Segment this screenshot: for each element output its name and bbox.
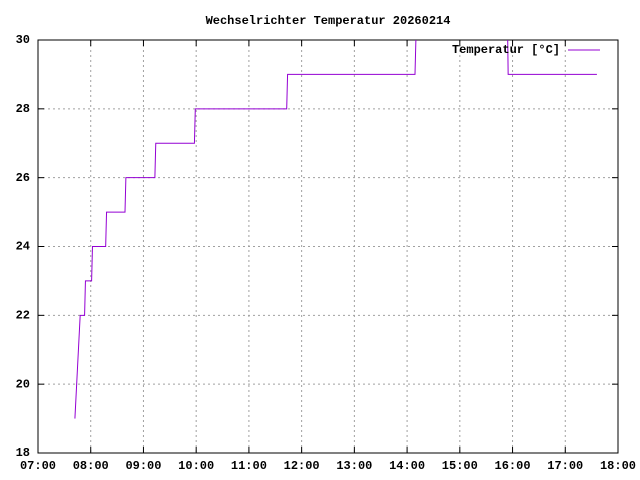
y-tick-label: 18 — [16, 446, 30, 460]
x-tick-label: 09:00 — [125, 459, 161, 473]
x-tick-label: 08:00 — [73, 459, 109, 473]
x-tick-label: 14:00 — [389, 459, 425, 473]
x-tick-label: 12:00 — [284, 459, 320, 473]
plot-area — [74, 40, 597, 419]
x-tick-label: 10:00 — [178, 459, 214, 473]
x-tick-label: 13:00 — [336, 459, 372, 473]
data-line — [74, 40, 597, 419]
x-tick-label: 16:00 — [495, 459, 531, 473]
y-tick-label: 20 — [16, 377, 30, 391]
x-tick-label: 17:00 — [547, 459, 583, 473]
x-tick-label: 15:00 — [442, 459, 478, 473]
x-tick-label: 11:00 — [231, 459, 267, 473]
y-tick-label: 30 — [16, 33, 30, 47]
y-tick-label: 26 — [16, 171, 30, 185]
y-tick-label: 22 — [16, 309, 30, 323]
x-tick-label: 18:00 — [600, 459, 636, 473]
y-tick-label: 28 — [16, 102, 30, 116]
x-tick-label: 07:00 — [20, 459, 56, 473]
legend-label: Temperatur [°C] — [452, 43, 560, 57]
chart-title: Wechselrichter Temperatur 20260214 — [206, 14, 451, 28]
y-tick-label: 24 — [16, 240, 30, 254]
